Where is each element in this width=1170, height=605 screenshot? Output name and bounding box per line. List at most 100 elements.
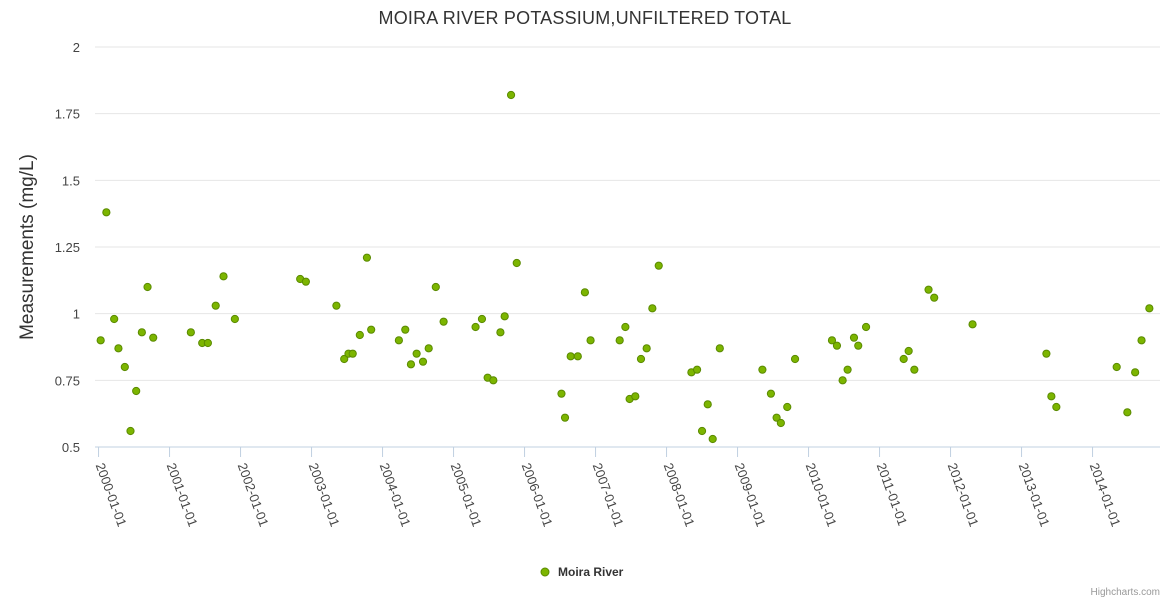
y-tick-label: 0.75 [55,373,80,388]
data-point[interactable] [621,322,630,332]
data-point[interactable] [1131,368,1140,377]
y-tick-label: 1.25 [55,240,80,255]
y-tick-label: 1.75 [55,107,80,122]
data-point[interactable] [211,301,220,310]
data-point[interactable] [367,325,376,334]
data-point[interactable] [703,400,712,409]
data-point[interactable] [362,253,372,262]
data-point[interactable] [910,365,919,374]
data-point[interactable] [394,336,403,345]
data-point[interactable] [406,360,416,369]
data-point[interactable] [439,317,448,326]
data-point[interactable] [1137,336,1146,345]
data-point[interactable] [899,354,908,364]
data-point[interactable] [340,354,349,364]
data-point[interactable] [496,328,505,337]
data-point[interactable] [715,344,724,353]
data-point[interactable] [96,336,105,345]
legend[interactable]: Moira River [540,565,624,579]
data-point[interactable] [143,282,152,292]
legend-label: Moira River [558,565,624,579]
data-point[interactable] [642,344,651,353]
data-point[interactable] [506,90,516,100]
data-point[interactable] [512,258,521,268]
data-point[interactable] [355,330,364,340]
data-point[interactable] [930,293,939,302]
data-point[interactable] [1123,408,1132,417]
data-point[interactable] [790,354,800,364]
data-point[interactable] [120,362,129,372]
data-point[interactable] [904,346,913,356]
data-point[interactable] [102,208,111,217]
data-point[interactable] [489,376,498,385]
data-point[interactable] [348,349,357,358]
data-point[interactable] [203,338,212,348]
data-point[interactable] [560,413,570,422]
data-point[interactable] [332,301,341,310]
data-point[interactable] [566,352,575,361]
y-tick-label: 1.5 [62,173,80,188]
y-tick-label: 0.5 [62,440,80,455]
data-point[interactable] [557,389,566,398]
data-point[interactable] [301,277,310,286]
data-point[interactable] [477,314,487,324]
data-point[interactable] [631,392,640,401]
data-point[interactable] [126,426,135,436]
data-point[interactable] [401,325,410,334]
chart-title: MOIRA RIVER POTASSIUM,UNFILTERED TOTAL [379,8,792,28]
data-point[interactable] [586,336,595,345]
grid-lines [95,46,1160,448]
data-point[interactable] [838,376,847,385]
data-point[interactable] [1112,362,1121,372]
data-point[interactable] [230,314,239,324]
data-point[interactable] [648,304,657,313]
y-tick-label: 1 [73,307,80,322]
data-point[interactable] [412,349,421,358]
data-point[interactable] [783,402,792,412]
data-point[interactable] [708,434,717,444]
data-point[interactable] [776,418,785,428]
data-point[interactable] [424,344,433,353]
legend-marker-icon [540,567,550,577]
data-point[interactable] [758,365,767,374]
y-tick-label: 2 [73,40,80,55]
data-point[interactable] [924,285,933,294]
data-point[interactable] [471,322,480,332]
data-point[interactable] [110,314,119,324]
data-point[interactable] [832,341,842,350]
data-point[interactable] [149,333,158,342]
data-point[interactable] [1047,392,1056,401]
data-point[interactable] [1052,402,1061,412]
data-point[interactable] [827,336,837,345]
y-axis-label: Measurements (mg/L) [17,154,38,340]
data-point[interactable] [654,261,663,270]
data-point[interactable] [1145,304,1154,313]
data-point[interactable] [573,352,582,361]
data-point[interactable] [137,328,146,337]
data-point[interactable] [766,389,776,398]
data-point[interactable] [1042,349,1051,358]
data-point[interactable] [431,282,440,292]
data-points [96,90,1154,444]
data-point[interactable] [849,333,859,342]
data-point[interactable] [861,322,871,332]
data-point[interactable] [132,386,141,396]
data-point[interactable] [186,328,195,337]
data-point[interactable] [219,272,228,281]
data-point[interactable] [500,312,509,321]
data-point[interactable] [114,344,123,353]
data-point[interactable] [968,320,977,329]
data-point[interactable] [692,365,702,374]
data-point[interactable] [854,341,863,350]
data-point[interactable] [418,357,428,366]
data-point[interactable] [772,413,781,422]
data-point[interactable] [636,354,646,364]
data-point[interactable] [843,365,852,374]
credits-link[interactable]: Highcharts.com [1091,587,1160,598]
data-point[interactable] [615,336,624,345]
data-point[interactable] [580,288,590,297]
data-point[interactable] [697,426,707,436]
